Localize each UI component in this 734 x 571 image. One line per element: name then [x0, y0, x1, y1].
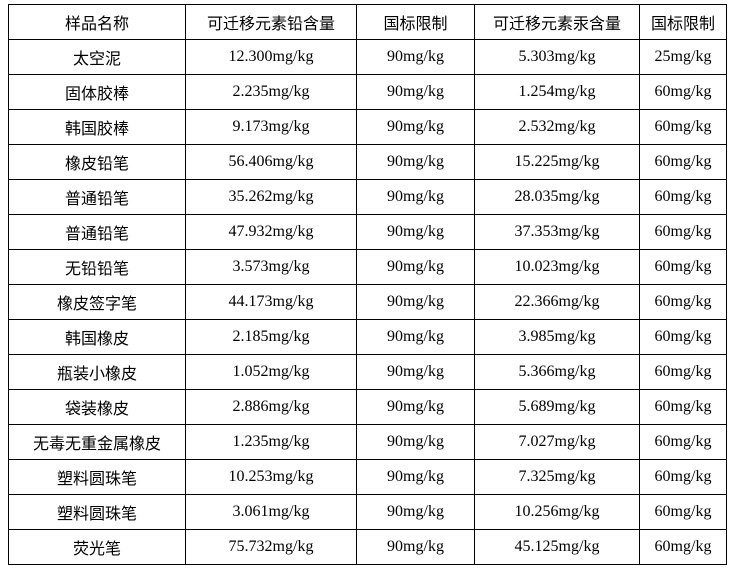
table-row: 固体胶棒 2.235mg/kg 90mg/kg 1.254mg/kg 60mg/kg: [8, 74, 727, 110]
sample-name-cell: 无毒无重金属橡皮: [8, 424, 186, 460]
table-row: 无毒无重金属橡皮 1.235mg/kg 90mg/kg 7.027mg/kg 60mg/…: [8, 424, 727, 460]
mercury-content-cell: 5.689mg/kg: [474, 389, 640, 425]
mercury-limit-cell: 60mg/kg: [639, 529, 727, 565]
sample-name-cell: 普通铅笔: [8, 179, 186, 215]
sample-name-cell: 橡皮签字笔: [8, 284, 186, 320]
mercury-content-cell: 10.256mg/kg: [474, 494, 640, 530]
table-row: 荧光笔 75.732mg/kg 90mg/kg 45.125mg/kg 60mg/kg: [8, 529, 727, 565]
sample-name-cell: 袋装橡皮: [8, 389, 186, 425]
mercury-limit-cell: 60mg/kg: [639, 214, 727, 250]
mercury-content-cell: 2.532mg/kg: [474, 109, 640, 145]
lead-content-cell: 3.573mg/kg: [185, 249, 357, 285]
lead-limit-cell: 90mg/kg: [356, 494, 475, 530]
lead-content-cell: 1.235mg/kg: [185, 424, 357, 460]
header-row: 样品名称 可迁移元素铅含量 国标限制 可迁移元素汞含量 国标限制: [8, 4, 727, 40]
table-row: 无铅铅笔 3.573mg/kg 90mg/kg 10.023mg/kg 60mg/kg: [8, 249, 727, 285]
lead-content-cell: 2.235mg/kg: [185, 74, 357, 110]
lead-limit-cell: 90mg/kg: [356, 74, 475, 110]
mercury-limit-cell: 60mg/kg: [639, 459, 727, 495]
lead-content-cell: 1.052mg/kg: [185, 354, 357, 390]
table-row: 瓶装小橡皮 1.052mg/kg 90mg/kg 5.366mg/kg 60mg/kg: [8, 354, 727, 390]
sample-name-cell: 荧光笔: [8, 529, 186, 565]
lead-content-cell: 3.061mg/kg: [185, 494, 357, 530]
table-row: 袋装橡皮 2.886mg/kg 90mg/kg 5.689mg/kg 60mg/kg: [8, 389, 727, 425]
table-row: 太空泥 12.300mg/kg 90mg/kg 5.303mg/kg 25mg/kg: [8, 39, 727, 75]
mercury-limit-cell: 25mg/kg: [639, 39, 727, 75]
lead-limit-cell: 90mg/kg: [356, 319, 475, 355]
lead-limit-cell: 90mg/kg: [356, 424, 475, 460]
lead-content-cell: 75.732mg/kg: [185, 529, 357, 565]
lead-limit-cell: 90mg/kg: [356, 249, 475, 285]
mercury-content-cell: 22.366mg/kg: [474, 284, 640, 320]
mercury-limit-cell: 60mg/kg: [639, 109, 727, 145]
lead-limit-cell: 90mg/kg: [356, 179, 475, 215]
table-row: 韩国橡皮 2.185mg/kg 90mg/kg 3.985mg/kg 60mg/kg: [8, 319, 727, 355]
table-row: 普通铅笔 35.262mg/kg 90mg/kg 28.035mg/kg 60mg/kg: [8, 179, 727, 215]
sample-name-cell: 橡皮铅笔: [8, 144, 186, 180]
mercury-content-cell: 3.985mg/kg: [474, 319, 640, 355]
header-lead-content: 可迁移元素铅含量: [185, 4, 357, 40]
lead-content-cell: 9.173mg/kg: [185, 109, 357, 145]
mercury-limit-cell: 60mg/kg: [639, 389, 727, 425]
sample-name-cell: 塑料圆珠笔: [8, 459, 186, 495]
table-row: 普通铅笔 47.932mg/kg 90mg/kg 37.353mg/kg 60mg/kg: [8, 214, 727, 250]
lead-content-cell: 12.300mg/kg: [185, 39, 357, 75]
table-row: 韩国胶棒 9.173mg/kg 90mg/kg 2.532mg/kg 60mg/kg: [8, 109, 727, 145]
lead-limit-cell: 90mg/kg: [356, 214, 475, 250]
mercury-limit-cell: 60mg/kg: [639, 284, 727, 320]
lead-limit-cell: 90mg/kg: [356, 39, 475, 75]
lead-limit-cell: 90mg/kg: [356, 389, 475, 425]
sample-name-cell: 韩国橡皮: [8, 319, 186, 355]
mercury-content-cell: 1.254mg/kg: [474, 74, 640, 110]
sample-name-cell: 韩国胶棒: [8, 109, 186, 145]
mercury-limit-cell: 60mg/kg: [639, 319, 727, 355]
lead-limit-cell: 90mg/kg: [356, 354, 475, 390]
mercury-limit-cell: 60mg/kg: [639, 354, 727, 390]
sample-name-cell: 固体胶棒: [8, 74, 186, 110]
mercury-limit-cell: 60mg/kg: [639, 249, 727, 285]
sample-name-cell: 普通铅笔: [8, 214, 186, 250]
table-row: 塑料圆珠笔 10.253mg/kg 90mg/kg 7.325mg/kg 60mg/kg: [8, 459, 727, 495]
lead-content-cell: 44.173mg/kg: [185, 284, 357, 320]
table-row: 橡皮签字笔 44.173mg/kg 90mg/kg 22.366mg/kg 60mg/k…: [8, 284, 727, 320]
mercury-content-cell: 10.023mg/kg: [474, 249, 640, 285]
sample-name-cell: 无铅铅笔: [8, 249, 186, 285]
lead-limit-cell: 90mg/kg: [356, 459, 475, 495]
table-row: 塑料圆珠笔 3.061mg/kg 90mg/kg 10.256mg/kg 60mg/kg: [8, 494, 727, 530]
heavy-metal-table: 样品名称 可迁移元素铅含量 国标限制 可迁移元素汞含量 国标限制 太空泥 12.300mg…: [8, 4, 727, 565]
mercury-limit-cell: 60mg/kg: [639, 74, 727, 110]
sample-name-cell: 塑料圆珠笔: [8, 494, 186, 530]
header-sample-name: 样品名称: [8, 4, 186, 40]
lead-content-cell: 56.406mg/kg: [185, 144, 357, 180]
lead-content-cell: 35.262mg/kg: [185, 179, 357, 215]
mercury-limit-cell: 60mg/kg: [639, 494, 727, 530]
lead-limit-cell: 90mg/kg: [356, 144, 475, 180]
lead-limit-cell: 90mg/kg: [356, 109, 475, 145]
lead-content-cell: 47.932mg/kg: [185, 214, 357, 250]
lead-limit-cell: 90mg/kg: [356, 284, 475, 320]
sample-name-cell: 太空泥: [8, 39, 186, 75]
sample-name-cell: 瓶装小橡皮: [8, 354, 186, 390]
lead-content-cell: 10.253mg/kg: [185, 459, 357, 495]
lead-content-cell: 2.886mg/kg: [185, 389, 357, 425]
header-mercury-limit: 国标限制: [639, 4, 727, 40]
mercury-content-cell: 7.325mg/kg: [474, 459, 640, 495]
mercury-content-cell: 15.225mg/kg: [474, 144, 640, 180]
mercury-content-cell: 5.366mg/kg: [474, 354, 640, 390]
mercury-limit-cell: 60mg/kg: [639, 179, 727, 215]
header-lead-limit: 国标限制: [356, 4, 475, 40]
lead-limit-cell: 90mg/kg: [356, 529, 475, 565]
mercury-content-cell: 45.125mg/kg: [474, 529, 640, 565]
mercury-limit-cell: 60mg/kg: [639, 424, 727, 460]
header-mercury-content: 可迁移元素汞含量: [474, 4, 640, 40]
mercury-content-cell: 7.027mg/kg: [474, 424, 640, 460]
lead-content-cell: 2.185mg/kg: [185, 319, 357, 355]
mercury-limit-cell: 60mg/kg: [639, 144, 727, 180]
table-row: 橡皮铅笔 56.406mg/kg 90mg/kg 15.225mg/kg 60mg/kg: [8, 144, 727, 180]
mercury-content-cell: 37.353mg/kg: [474, 214, 640, 250]
mercury-content-cell: 5.303mg/kg: [474, 39, 640, 75]
mercury-content-cell: 28.035mg/kg: [474, 179, 640, 215]
